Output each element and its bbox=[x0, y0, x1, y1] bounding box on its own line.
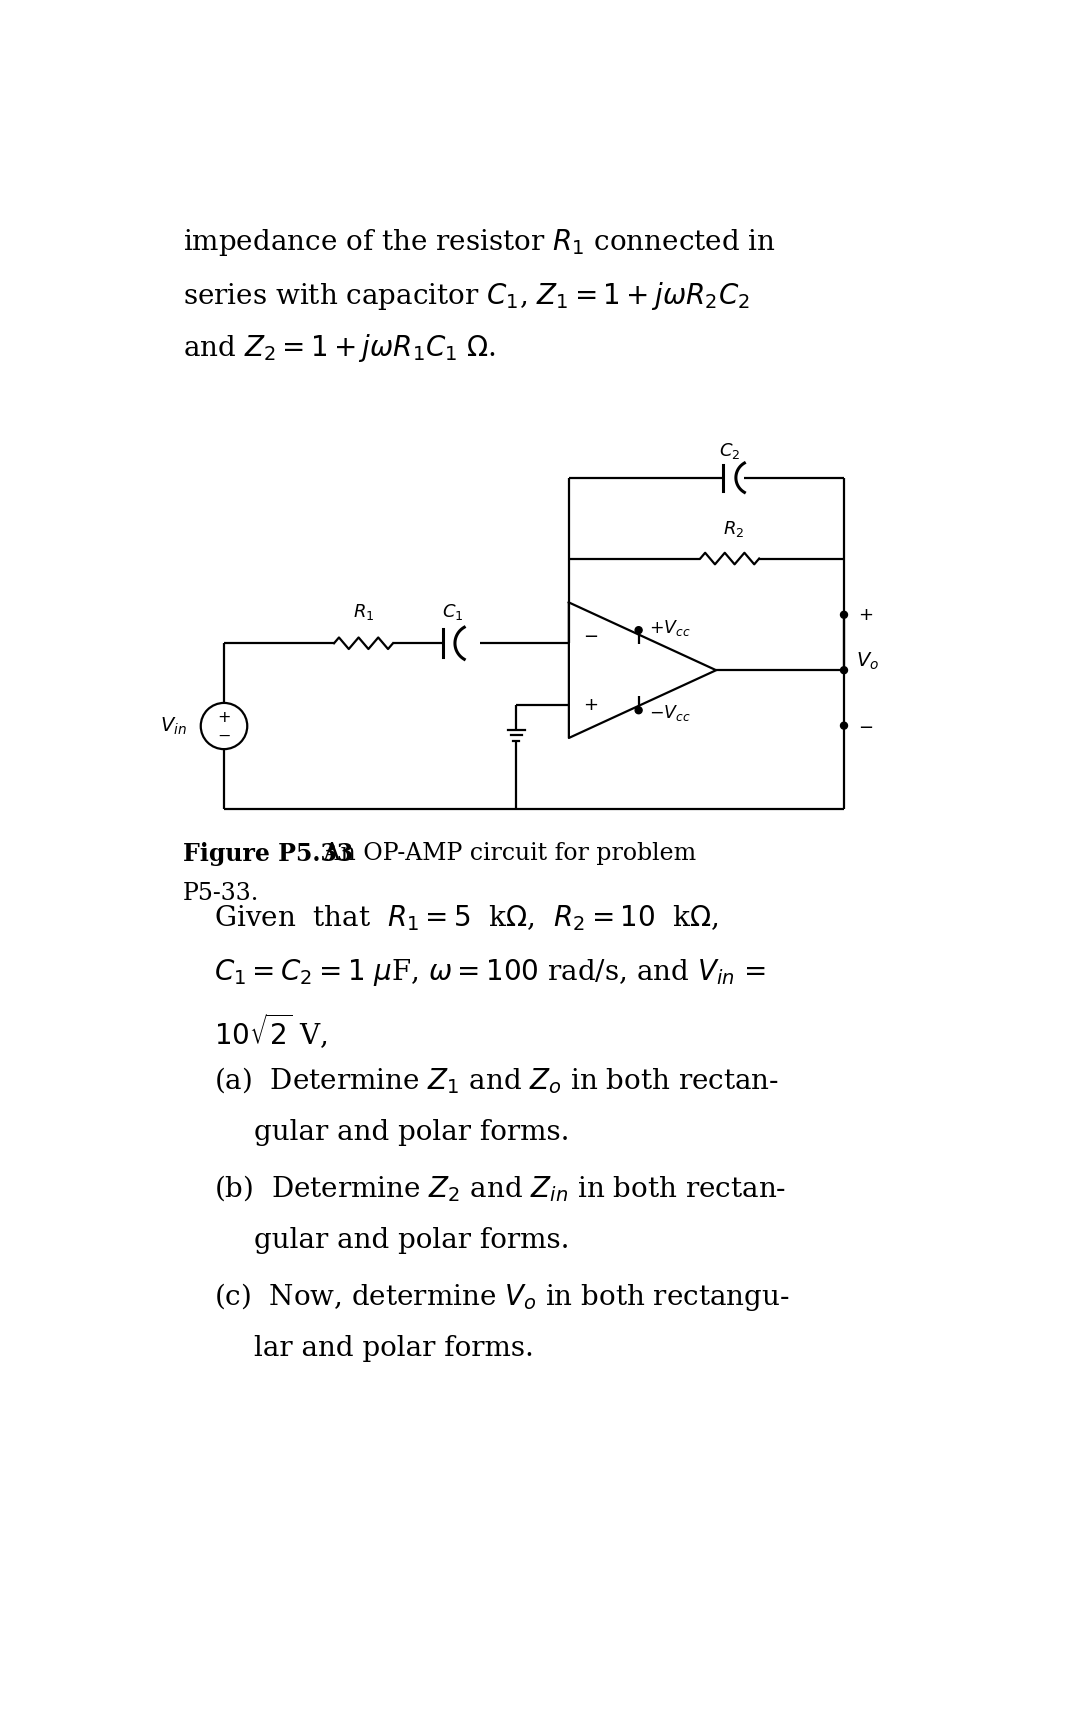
Text: $+$: $+$ bbox=[217, 710, 231, 725]
Text: $C_2$: $C_2$ bbox=[719, 441, 740, 462]
Circle shape bbox=[636, 706, 642, 713]
Text: $-$: $-$ bbox=[217, 727, 231, 743]
Text: P5-33.: P5-33. bbox=[183, 881, 259, 906]
Text: (b)  Determine $Z_2$ and $Z_{in}$ in both rectan-: (b) Determine $Z_2$ and $Z_{in}$ in both… bbox=[214, 1173, 787, 1204]
Text: Given  that  $R_1 = 5$  k$\Omega$,  $R_2 = 10$  k$\Omega$,: Given that $R_1 = 5$ k$\Omega$, $R_2 = 1… bbox=[214, 904, 719, 933]
Text: and $Z_2 = 1 + j\omega R_1 C_1$ $\Omega$.: and $Z_2 = 1 + j\omega R_1 C_1$ $\Omega$… bbox=[183, 331, 496, 364]
Text: (c)  Now, determine $V_o$ in both rectangu-: (c) Now, determine $V_o$ in both rectang… bbox=[214, 1280, 790, 1313]
Circle shape bbox=[636, 626, 642, 633]
Text: $R_1$: $R_1$ bbox=[353, 602, 374, 621]
Circle shape bbox=[841, 611, 847, 618]
Text: $+$: $+$ bbox=[858, 606, 873, 625]
Text: $10\sqrt{2}$ V,: $10\sqrt{2}$ V, bbox=[214, 1012, 327, 1051]
Text: An OP-AMP circuit for problem: An OP-AMP circuit for problem bbox=[301, 841, 696, 866]
Circle shape bbox=[841, 666, 847, 673]
Text: $V_{in}$: $V_{in}$ bbox=[160, 715, 187, 737]
Text: Figure P5.33: Figure P5.33 bbox=[183, 841, 353, 866]
Text: impedance of the resistor $R_1$ connected in: impedance of the resistor $R_1$ connecte… bbox=[183, 227, 776, 259]
Text: $-V_{cc}$: $-V_{cc}$ bbox=[648, 703, 691, 722]
Text: $-$: $-$ bbox=[583, 626, 598, 644]
Text: $C_1$: $C_1$ bbox=[442, 602, 463, 621]
Text: $V_o$: $V_o$ bbox=[856, 651, 878, 671]
Circle shape bbox=[841, 722, 847, 729]
Text: $C_1 = C_2 = 1$ $\mu$F, $\omega = 100$ rad/s, and $V_{in}$ =: $C_1 = C_2 = 1$ $\mu$F, $\omega = 100$ r… bbox=[214, 958, 766, 989]
Text: $R_2$: $R_2$ bbox=[723, 519, 745, 540]
Text: lar and polar forms.: lar and polar forms. bbox=[255, 1334, 534, 1362]
Text: $-$: $-$ bbox=[858, 717, 873, 734]
Text: (a)  Determine $Z_1$ and $Z_o$ in both rectan-: (a) Determine $Z_1$ and $Z_o$ in both re… bbox=[214, 1065, 779, 1097]
Text: $+V_{cc}$: $+V_{cc}$ bbox=[648, 618, 691, 638]
Text: gular and polar forms.: gular and polar forms. bbox=[255, 1227, 570, 1254]
Text: gular and polar forms.: gular and polar forms. bbox=[255, 1119, 570, 1147]
Text: series with capacitor $C_1$, $Z_1 = 1 + j\omega R_2 C_2$: series with capacitor $C_1$, $Z_1 = 1 + … bbox=[183, 279, 750, 312]
Text: $+$: $+$ bbox=[583, 696, 598, 715]
